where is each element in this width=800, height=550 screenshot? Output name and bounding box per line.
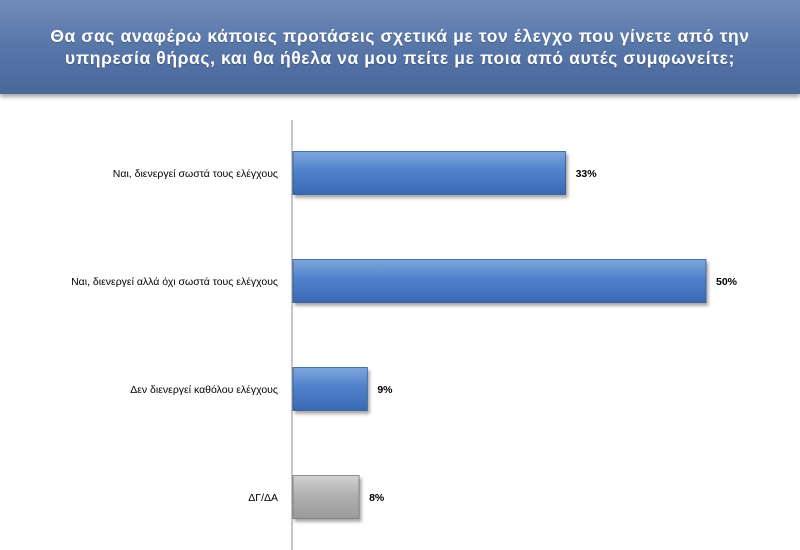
value-label-2: 50% bbox=[716, 276, 738, 288]
category-label-1: Ναι, διενεργεί σωστά τους ελέγχους bbox=[113, 168, 278, 180]
bar-2 bbox=[292, 259, 707, 303]
chart-title: Θα σας αναφέρω κάποιες προτάσεις σχετικά… bbox=[50, 26, 750, 68]
value-label-1: 33% bbox=[576, 168, 598, 180]
value-label-3: 9% bbox=[377, 384, 393, 396]
bar-3 bbox=[292, 367, 368, 411]
category-label-3: Δεν διενεργεί καθόλου ελέγχους bbox=[130, 384, 278, 396]
bar-4 bbox=[292, 475, 360, 519]
chart-header-banner: Θα σας αναφέρω κάποιες προτάσεις σχετικά… bbox=[0, 0, 800, 94]
value-label-4: 8% bbox=[369, 492, 385, 504]
bar-1 bbox=[292, 151, 566, 195]
category-label-2: Ναι, διενεργεί αλλά όχι σωστά τους ελέγχ… bbox=[71, 276, 278, 288]
category-label-4: ΔΓ/ΔΑ bbox=[248, 492, 278, 504]
